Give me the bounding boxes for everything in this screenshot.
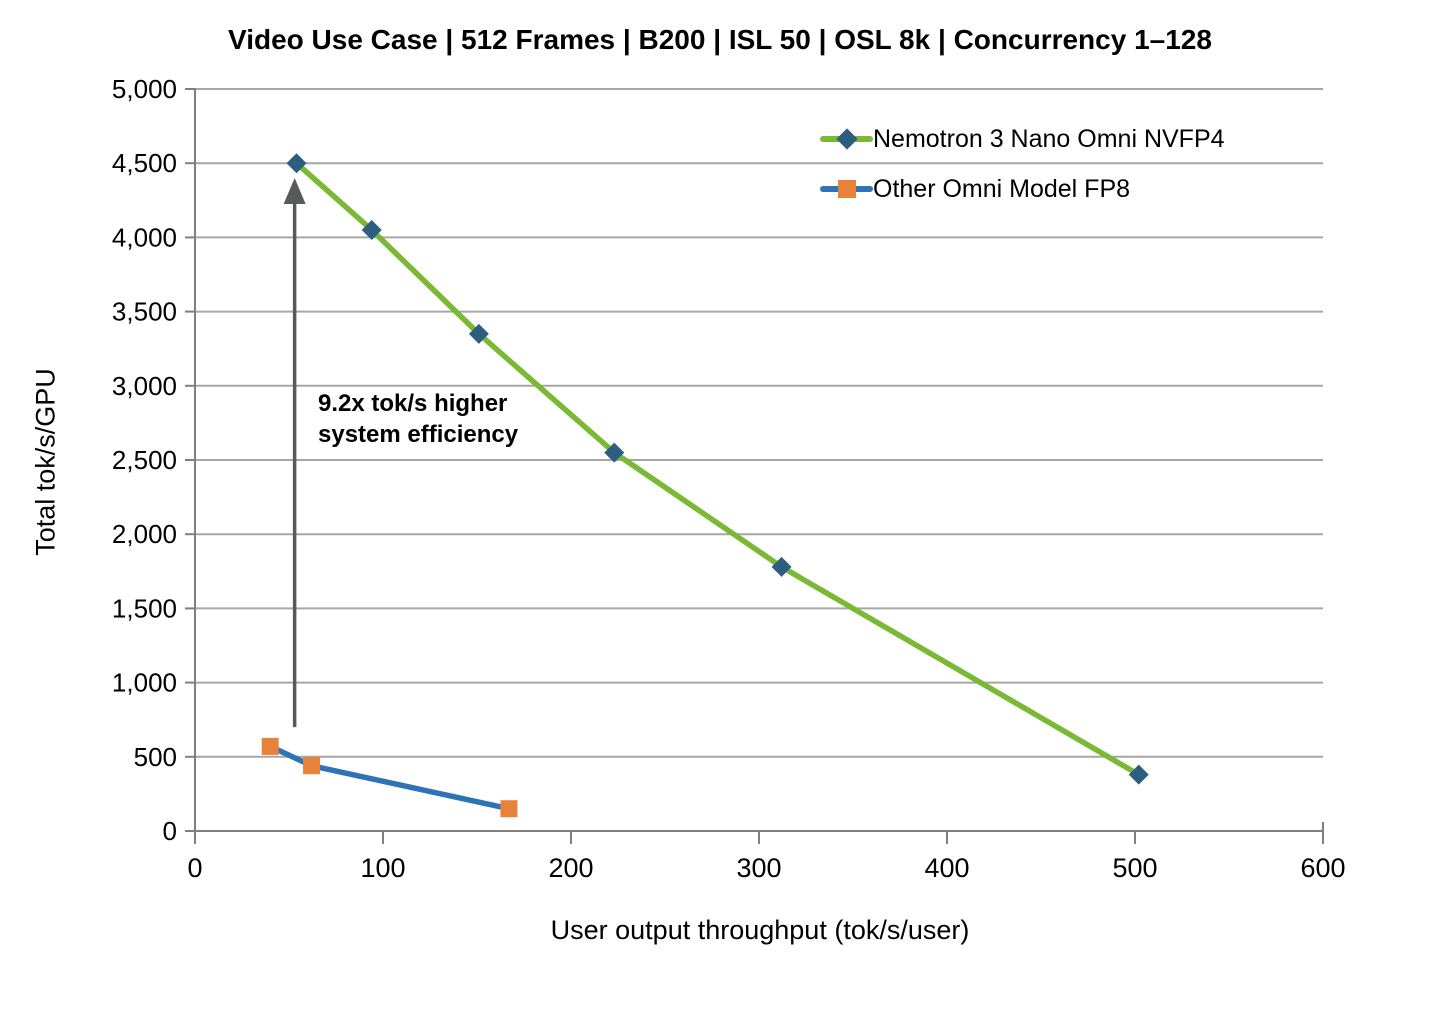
- data-point: [261, 737, 279, 755]
- annotation-arrow-head: [283, 178, 306, 205]
- data-point: [500, 800, 518, 818]
- data-point: [604, 442, 625, 463]
- diamond-marker-icon: [835, 128, 858, 150]
- x-tick-label: 0: [187, 853, 202, 883]
- data-point: [303, 757, 321, 775]
- x-tick-label: 400: [924, 853, 969, 883]
- x-tick-label: 500: [1112, 853, 1157, 883]
- y-tick-label: 4,500: [112, 148, 177, 178]
- series-line-0: [293, 160, 1142, 778]
- data-point: [286, 153, 307, 174]
- y-tick-label: 4,000: [112, 222, 177, 252]
- y-tick-label: 500: [134, 742, 177, 772]
- x-tick-label: 300: [736, 853, 781, 883]
- legend-swatch-other: [820, 171, 873, 207]
- y-tick-label: 0: [163, 816, 177, 846]
- legend-item-nemotron: Nemotron 3 Nano Omni NVFP4: [820, 121, 1225, 157]
- legend-item-other: Other Omni Model FP8: [820, 171, 1225, 207]
- y-tick-label: 1,000: [112, 668, 177, 698]
- x-tick-label: 600: [1300, 853, 1345, 883]
- y-tick-label: 3,500: [112, 297, 177, 327]
- y-tick-label: 2,000: [112, 519, 177, 549]
- chart-title: Video Use Case | 512 Frames | B200 | ISL…: [228, 24, 1212, 55]
- legend: Nemotron 3 Nano Omni NVFP4 Other Omni Mo…: [820, 121, 1225, 207]
- data-point: [361, 219, 382, 240]
- annotation-efficiency: 9.2x tok/s higher system efficiency: [318, 388, 518, 450]
- data-point: [771, 556, 792, 577]
- x-axis-title: User output throughput (tok/s/user): [550, 915, 970, 945]
- y-tick-label: 1,500: [112, 593, 177, 623]
- y-axis-title: Total tok/s/GPU: [30, 368, 61, 556]
- legend-label-other: Other Omni Model FP8: [873, 174, 1131, 203]
- y-tick-label: 3,000: [112, 371, 177, 401]
- legend-label-nemotron: Nemotron 3 Nano Omni NVFP4: [873, 124, 1225, 153]
- y-tick-label: 2,500: [112, 445, 177, 475]
- data-point: [1128, 764, 1149, 785]
- annotation-line-2: system efficiency: [318, 421, 519, 448]
- y-tick-label: 5,000: [112, 74, 177, 104]
- legend-swatch-nemotron: [820, 121, 873, 157]
- annotation-line-1: 9.2x tok/s higher: [318, 390, 508, 417]
- x-tick-label: 100: [360, 853, 405, 883]
- square-marker-icon: [837, 180, 856, 198]
- data-point: [468, 323, 489, 344]
- series-line-1: [267, 743, 512, 812]
- x-tick-label: 200: [548, 853, 593, 883]
